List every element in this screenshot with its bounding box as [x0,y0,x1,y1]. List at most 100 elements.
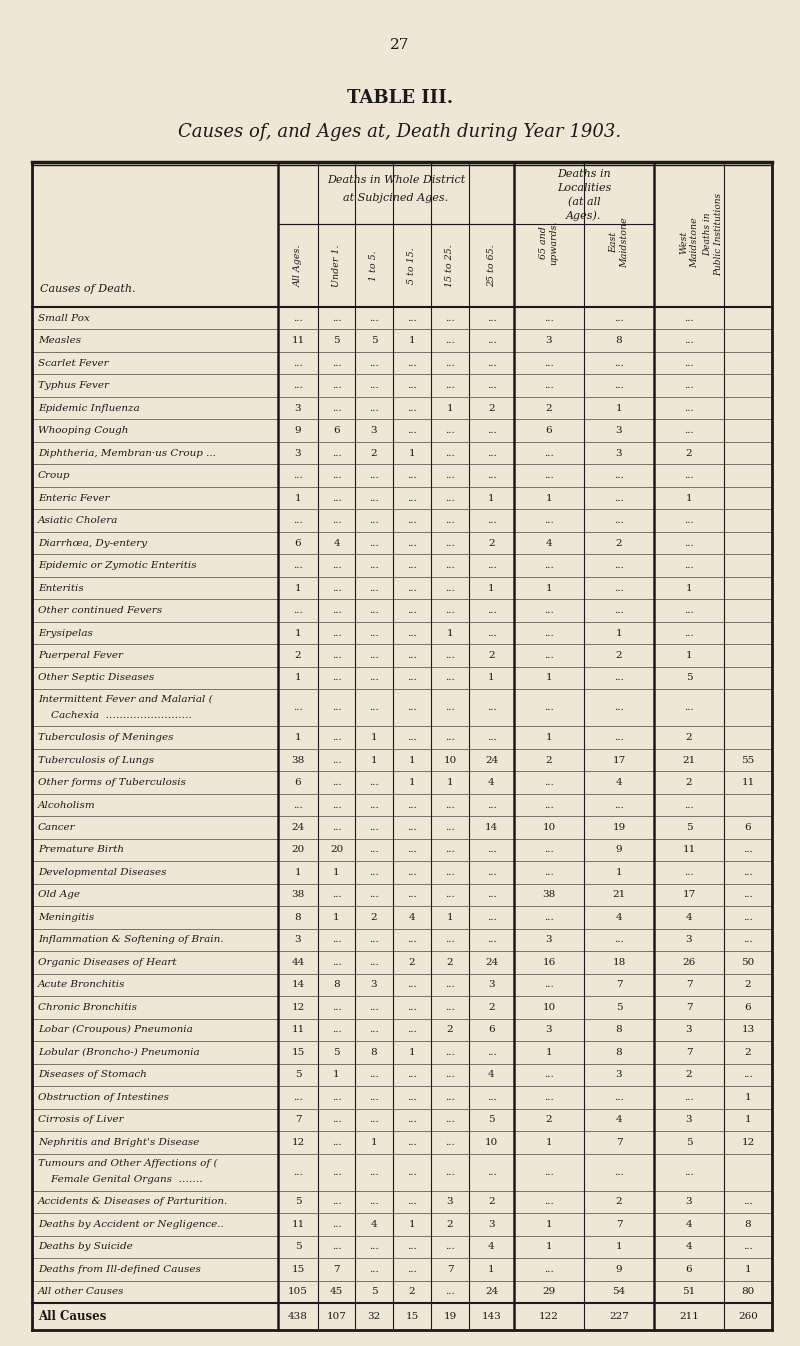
Text: 10: 10 [485,1137,498,1147]
Text: 2: 2 [446,958,454,966]
Text: 2: 2 [446,1026,454,1034]
Text: 17: 17 [682,891,696,899]
Text: 20: 20 [291,845,305,855]
Text: ...: ... [684,404,694,413]
Text: ...: ... [544,1093,554,1102]
Text: All Ages.: All Ages. [294,245,302,287]
Text: ...: ... [407,651,417,660]
Text: 8: 8 [616,1047,622,1057]
Text: ...: ... [544,845,554,855]
Text: ...: ... [407,404,417,413]
Text: ...: ... [369,606,379,615]
Text: ...: ... [293,1167,303,1176]
Text: ...: ... [544,561,554,571]
Text: ...: ... [544,703,554,712]
Text: 5: 5 [488,1116,495,1124]
Text: ...: ... [486,448,496,458]
Text: 2: 2 [370,913,378,922]
Text: ...: ... [407,1116,417,1124]
Text: Obstruction of Intestines: Obstruction of Intestines [38,1093,169,1102]
Text: 7: 7 [616,1219,622,1229]
Text: 1: 1 [616,868,622,878]
Text: ...: ... [332,958,342,966]
Text: Whooping Cough: Whooping Cough [38,427,128,435]
Text: ...: ... [332,891,342,899]
Text: 4: 4 [546,538,552,548]
Text: Organic Diseases of Heart: Organic Diseases of Heart [38,958,177,966]
Text: 1: 1 [446,778,454,787]
Text: ...: ... [369,651,379,660]
Text: ...: ... [684,703,694,712]
Text: Diarrhœa, Dy-entery: Diarrhœa, Dy-entery [38,538,147,548]
Text: ...: ... [332,381,342,390]
Text: 3: 3 [546,1026,552,1034]
Text: ...: ... [369,538,379,548]
Text: ...: ... [369,1167,379,1176]
Text: ...: ... [614,734,624,742]
Text: 1: 1 [409,336,415,345]
Text: 1: 1 [333,868,340,878]
Text: 24: 24 [485,755,498,765]
Text: ...: ... [407,868,417,878]
Text: ...: ... [445,845,455,855]
Text: ...: ... [445,1093,455,1102]
Text: 5: 5 [686,822,692,832]
Text: 55: 55 [742,755,754,765]
Text: 11: 11 [291,1026,305,1034]
Text: ...: ... [407,1198,417,1206]
Text: 14: 14 [291,980,305,989]
Text: 5: 5 [686,1137,692,1147]
Text: ...: ... [486,606,496,615]
Text: 3: 3 [686,1198,692,1206]
Text: ...: ... [407,703,417,712]
Text: 13: 13 [742,1026,754,1034]
Text: Deaths in Whole District: Deaths in Whole District [327,175,465,184]
Text: 1: 1 [294,734,302,742]
Text: Cancer: Cancer [38,822,76,832]
Text: 4: 4 [616,913,622,922]
Text: Measles: Measles [38,336,81,345]
Text: 1: 1 [333,913,340,922]
Text: ...: ... [486,1047,496,1057]
Text: 2: 2 [686,1070,692,1079]
Text: ...: ... [486,1093,496,1102]
Text: ...: ... [407,606,417,615]
Text: ...: ... [407,734,417,742]
Text: Chronic Bronchitis: Chronic Bronchitis [38,1003,137,1012]
Text: ...: ... [614,494,624,502]
Text: 3: 3 [488,1219,495,1229]
Text: ...: ... [486,913,496,922]
Text: ...: ... [445,734,455,742]
Text: ...: ... [369,845,379,855]
Text: 4: 4 [488,778,495,787]
Text: Cachexia  …………………….: Cachexia ……………………. [38,711,192,720]
Text: 12: 12 [291,1137,305,1147]
Text: 6: 6 [294,778,302,787]
Text: 107: 107 [326,1312,346,1320]
Text: 51: 51 [682,1287,696,1296]
Text: ...: ... [445,1167,455,1176]
Text: ...: ... [369,891,379,899]
Text: ...: ... [684,1167,694,1176]
Text: 9: 9 [616,1265,622,1273]
Text: Deaths by Suicide: Deaths by Suicide [38,1242,133,1252]
Text: 3: 3 [294,448,302,458]
Text: Typhus Fever: Typhus Fever [38,381,109,390]
Text: ...: ... [407,358,417,367]
Text: 1: 1 [546,1242,552,1252]
Text: ...: ... [486,868,496,878]
Text: 3: 3 [546,935,552,945]
Text: 6: 6 [745,822,751,832]
Text: ...: ... [332,1167,342,1176]
Text: 105: 105 [288,1287,308,1296]
Text: Other Septic Diseases: Other Septic Diseases [38,673,154,682]
Text: ...: ... [407,801,417,809]
Text: 4: 4 [616,778,622,787]
Text: ...: ... [332,673,342,682]
Text: ...: ... [684,1093,694,1102]
Text: ...: ... [614,381,624,390]
Text: 19: 19 [443,1312,457,1320]
Text: ...: ... [445,381,455,390]
Text: Causes of, and Ages at, Death during Year 1903.: Causes of, and Ages at, Death during Yea… [178,122,622,141]
Text: 1: 1 [745,1093,751,1102]
